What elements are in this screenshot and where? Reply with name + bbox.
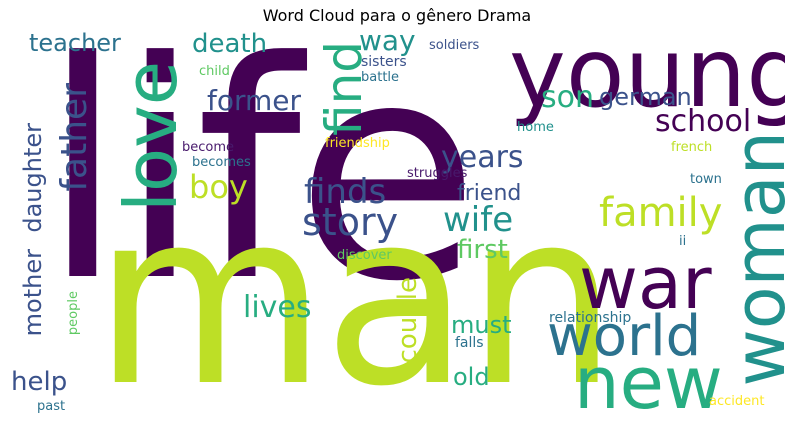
word-discover: discover: [337, 248, 392, 263]
word-war: war: [579, 241, 712, 325]
chart-title: Word Cloud para o gênero Drama: [262, 6, 532, 25]
word-life: life: [41, 31, 480, 347]
word-become: become: [182, 140, 235, 155]
word-mother: mother: [19, 249, 47, 337]
word-man: man: [93, 159, 618, 419]
word-story: story: [302, 200, 399, 244]
word-town: town: [690, 172, 722, 187]
word-wife: wife: [443, 200, 514, 240]
word-accident: accident: [709, 394, 765, 409]
word-battle: battle: [361, 70, 400, 85]
word-struggles: struggles: [407, 166, 468, 181]
word-death: death: [192, 31, 268, 59]
word-friend: friend: [457, 181, 522, 206]
word-soldiers: soldiers: [429, 38, 480, 53]
word-relationship: relationship: [549, 310, 632, 326]
word-ii: ii: [679, 234, 687, 249]
word-help: help: [11, 367, 68, 397]
word-world: world: [547, 304, 702, 369]
word-people: people: [66, 291, 81, 336]
word-lives: lives: [243, 290, 312, 325]
word-young: young: [509, 31, 785, 129]
word-years: years: [441, 140, 524, 175]
word-home: home: [517, 120, 554, 135]
word-woman: woman: [719, 131, 785, 387]
word-boy: boy: [189, 168, 248, 206]
word-child: child: [199, 64, 230, 79]
word-new: new: [574, 341, 723, 419]
word-way: way: [359, 31, 416, 57]
word-friendship: friendship: [325, 136, 390, 151]
word-teacher: teacher: [29, 31, 121, 57]
word-son: son: [541, 80, 594, 115]
word-family: family: [599, 190, 723, 236]
word-cloud: life man young woman love war new world …: [9, 31, 785, 419]
word-old: old: [453, 363, 490, 391]
word-daughter: daughter: [19, 123, 47, 233]
word-becomes: becomes: [192, 155, 251, 170]
word-school: school: [655, 104, 752, 139]
word-couple: couple: [393, 277, 423, 364]
word-falls: falls: [455, 335, 484, 351]
word-french: french: [671, 140, 713, 155]
word-sisters: sisters: [361, 54, 407, 70]
word-finds: finds: [304, 172, 387, 212]
word-past: past: [37, 399, 66, 414]
word-german: german: [599, 83, 692, 111]
word-love: love: [109, 61, 193, 212]
word-must: must: [451, 311, 512, 339]
word-first: first: [457, 235, 508, 265]
word-father: father: [54, 83, 95, 192]
word-former: former: [207, 84, 302, 117]
